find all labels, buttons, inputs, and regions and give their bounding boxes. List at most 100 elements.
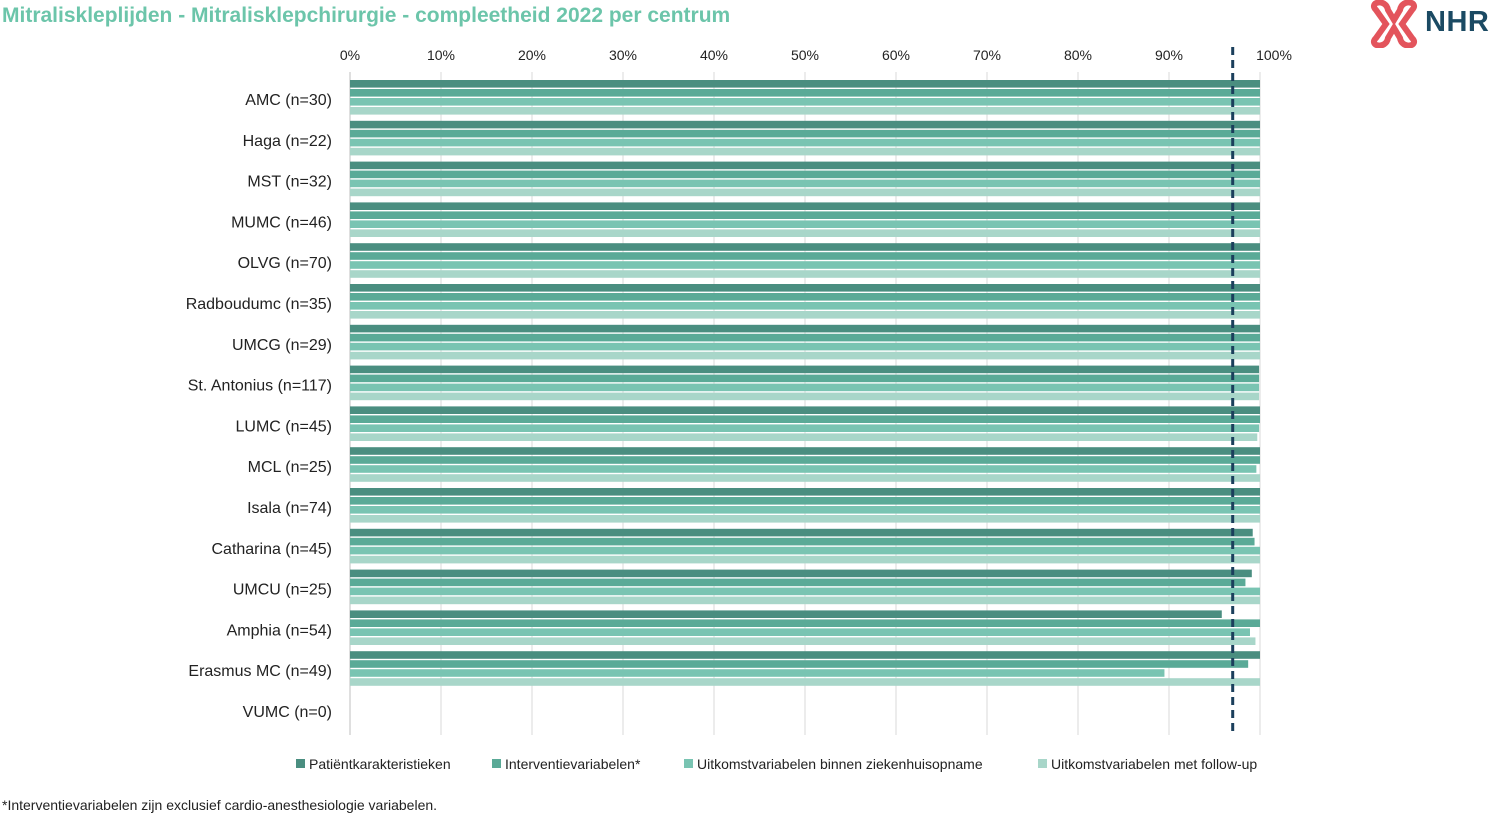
bar (350, 555, 1260, 564)
bar (350, 569, 1252, 578)
bar (350, 220, 1260, 228)
bar (350, 528, 1253, 537)
category-label: LUMC (n=45) (236, 418, 332, 435)
bar (350, 474, 1260, 482)
legend-label: Patiëntkarakteristieken (309, 756, 451, 772)
bar (350, 107, 1260, 115)
bar (350, 465, 1257, 473)
bar (350, 147, 1260, 156)
bar (350, 270, 1260, 278)
footnote: *Interventievariabelen zijn exclusief ca… (2, 797, 438, 813)
bar (350, 374, 1260, 383)
bar (350, 515, 1260, 523)
bar (350, 587, 1260, 596)
x-tick-label: 20% (518, 47, 546, 63)
bar (350, 311, 1260, 319)
bar (350, 138, 1260, 147)
bar (350, 80, 1260, 88)
bar (350, 229, 1260, 237)
legend-label: Uitkomstvariabelen binnen ziekenhuisopna… (697, 756, 983, 772)
bar (350, 284, 1260, 292)
category-label: Haga (n=22) (243, 133, 332, 150)
bar (350, 651, 1260, 659)
nhr-logo-text: NHR (1425, 6, 1490, 38)
x-tick-label: 60% (882, 47, 910, 63)
legend-label: Interventievariabelen* (505, 756, 641, 772)
bar (350, 98, 1260, 106)
completeness-bar-chart: 0% 10% 20% 30% 40% 50% 60% 70% 80% 90% 100% AMC (n=… (186, 47, 1292, 772)
x-tick-label: 70% (973, 47, 1001, 63)
x-tick-label: 40% (700, 47, 728, 63)
bar (350, 660, 1249, 668)
bar (350, 243, 1260, 251)
legend-swatch (492, 759, 501, 768)
bar (350, 333, 1260, 342)
bar (350, 628, 1250, 636)
category-label: Catharina (n=45) (211, 541, 332, 558)
bar (350, 383, 1260, 392)
bar (350, 619, 1260, 627)
bar (350, 211, 1260, 219)
x-tick-label: 90% (1155, 47, 1183, 63)
bar (350, 252, 1260, 260)
bar (350, 342, 1260, 351)
bar (350, 433, 1258, 441)
bar (350, 161, 1260, 170)
category-label: MCL (n=25) (248, 459, 332, 476)
bar (350, 261, 1260, 269)
bar (350, 179, 1260, 188)
bar (350, 678, 1260, 686)
category-label: MUMC (n=46) (231, 214, 332, 231)
bar (350, 456, 1260, 464)
bar (350, 669, 1165, 677)
bar (350, 610, 1222, 618)
category-label: OLVG (n=70) (238, 255, 332, 272)
category-label: UMCG (n=29) (232, 337, 332, 354)
bar (350, 497, 1260, 505)
bar (350, 392, 1260, 401)
nhr-logo-mark-icon (1371, 0, 1417, 48)
nhr-logo: NHR (1366, 0, 1497, 48)
category-label: AMC (n=30) (245, 92, 332, 109)
bar (350, 637, 1256, 645)
bar (350, 546, 1260, 555)
bar (350, 506, 1260, 514)
bar (350, 89, 1260, 97)
bar (350, 415, 1260, 423)
x-tick-label: 0% (340, 47, 360, 63)
bar (350, 170, 1260, 179)
legend-swatch (1038, 759, 1047, 768)
category-label: St. Antonius (n=117) (188, 378, 332, 395)
category-label: UMCU (n=25) (233, 582, 332, 599)
legend-label: Uitkomstvariabelen met follow-up (1051, 756, 1257, 772)
legend-swatch (684, 759, 693, 768)
x-tick-label: 80% (1064, 47, 1092, 63)
x-tick-label: 100% (1256, 47, 1292, 63)
category-label: Erasmus MC (n=49) (188, 663, 332, 680)
bar (350, 578, 1246, 587)
category-label: MST (n=32) (247, 174, 332, 191)
x-tick-label: 50% (791, 47, 819, 63)
bar (350, 447, 1260, 455)
bar (350, 406, 1260, 414)
bar (350, 188, 1260, 197)
bar (350, 424, 1260, 432)
category-label: VUMC (n=0) (243, 704, 332, 721)
bar (350, 129, 1260, 138)
category-label: Radboudumc (n=35) (186, 296, 332, 313)
bar (350, 537, 1255, 546)
bar (350, 120, 1260, 129)
category-label: Isala (n=74) (247, 500, 332, 517)
bar (350, 596, 1260, 605)
bar (350, 365, 1260, 374)
bar (350, 293, 1260, 301)
bar (350, 488, 1260, 496)
category-label: Amphia (n=54) (227, 622, 332, 639)
legend-swatch (296, 759, 305, 768)
bar (350, 302, 1260, 310)
bar (350, 202, 1260, 210)
x-tick-label: 30% (609, 47, 637, 63)
bar (350, 324, 1260, 333)
page-title: Mitraliskleplijden - Mitralisklepchirurg… (2, 4, 731, 27)
bar (350, 351, 1260, 360)
